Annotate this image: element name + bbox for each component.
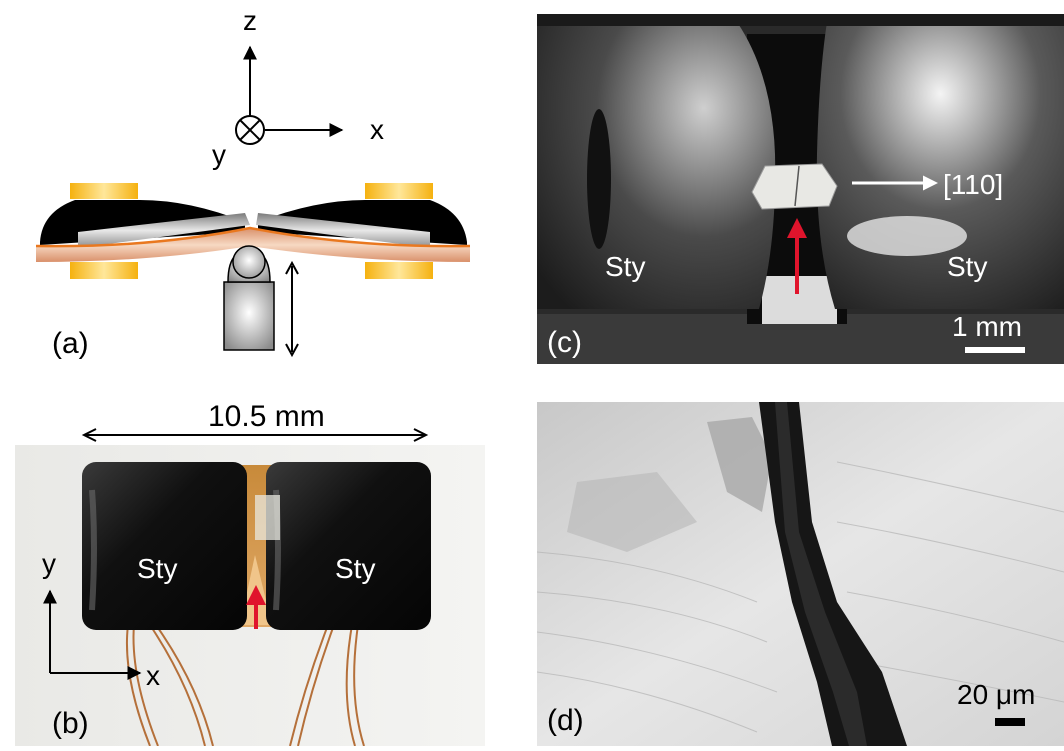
crack bbox=[759, 402, 907, 746]
sty-block-right bbox=[816, 22, 1064, 309]
panel-a-label: (a) bbox=[52, 327, 89, 360]
sem-gap-bottom bbox=[762, 276, 837, 324]
scale-bar bbox=[995, 718, 1025, 726]
panel-d: 20 μm (d) bbox=[536, 402, 1064, 746]
gold-pad-bottom-right bbox=[365, 262, 433, 279]
wires bbox=[125, 624, 365, 747]
dark-streak bbox=[587, 109, 611, 249]
sty-block-left bbox=[537, 22, 776, 309]
gold-pad-top-right bbox=[365, 183, 433, 199]
sty-block-left bbox=[82, 462, 247, 630]
sample-bar-left bbox=[78, 213, 250, 248]
sample-glint bbox=[255, 495, 280, 540]
highlight-left bbox=[89, 489, 97, 611]
displacement-arrow-icon bbox=[285, 260, 299, 358]
direction-label: [110] bbox=[943, 169, 1003, 200]
panel-c: [110] Sty Sty 1 mm (c) bbox=[537, 14, 1064, 364]
dimension-arrow-icon bbox=[81, 428, 429, 442]
gold-pad-top-left bbox=[70, 183, 138, 199]
surface-texture bbox=[536, 461, 1064, 733]
panel-b-photo: 10.5 mm Sty Sty y x (b) bbox=[15, 400, 485, 747]
sty-label-left: Sty bbox=[605, 251, 645, 282]
panel-a-schematic: z x y (a) bbox=[35, 5, 471, 360]
sty-label-left: Sty bbox=[137, 553, 177, 584]
scale-bar bbox=[965, 347, 1025, 353]
epoxy-line bbox=[35, 226, 471, 248]
piston-icon bbox=[223, 245, 275, 351]
axes-icon bbox=[235, 45, 344, 145]
crack-line bbox=[794, 165, 800, 207]
sty-label-right: Sty bbox=[335, 553, 375, 584]
dimension-label: 10.5 mm bbox=[208, 400, 325, 433]
sty-block-right bbox=[266, 462, 431, 630]
flake-piece bbox=[707, 417, 772, 512]
axis-label-y: y bbox=[212, 139, 226, 170]
bright-patch bbox=[847, 216, 967, 256]
sample-bar-right bbox=[256, 213, 430, 248]
panel-a: z x y (a) bbox=[0, 0, 520, 370]
axis-label-z: z bbox=[243, 5, 257, 36]
axis-label-x: x bbox=[146, 660, 160, 691]
panel-d-label: (d) bbox=[547, 704, 584, 737]
sample-crystal bbox=[751, 163, 838, 210]
panel-b: 10.5 mm Sty Sty y x (b) bbox=[0, 395, 520, 747]
panel-d-sem: 20 μm (d) bbox=[536, 402, 1064, 746]
copper-substrate bbox=[36, 228, 470, 262]
panel-c-label: (c) bbox=[547, 326, 582, 359]
xy-axes-icon bbox=[43, 589, 142, 680]
sem-top-edge bbox=[537, 14, 1064, 26]
gold-pad-bottom-left bbox=[70, 262, 138, 279]
scale-label: 1 mm bbox=[952, 311, 1022, 342]
panel-c-sem: [110] Sty Sty 1 mm (c) bbox=[537, 14, 1064, 364]
panel-b-label: (b) bbox=[52, 707, 89, 740]
rough-patch bbox=[567, 472, 697, 552]
sty-label-right: Sty bbox=[947, 251, 987, 282]
crack-inner bbox=[775, 402, 867, 746]
axis-label-x: x bbox=[370, 114, 384, 145]
scale-label: 20 μm bbox=[957, 679, 1035, 710]
axis-label-y: y bbox=[42, 548, 56, 579]
